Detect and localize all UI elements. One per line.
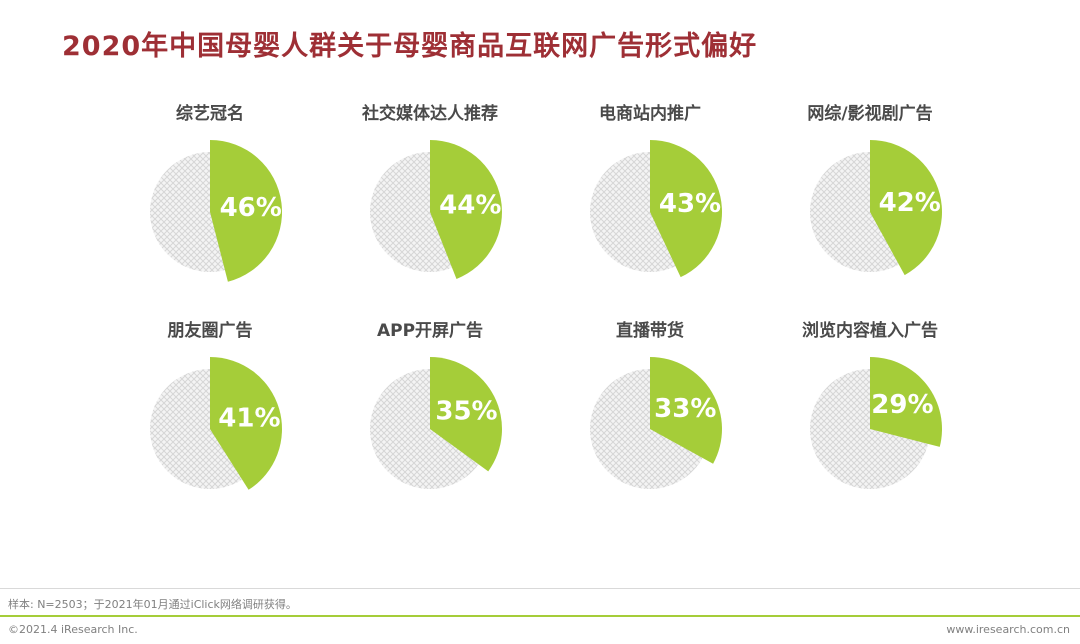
pie-slice [210,140,283,282]
pie-slice [430,357,503,472]
pie-cell-livestream-commerce: 直播带货 33% [540,316,760,515]
pie-chart: 46% [150,140,283,282]
pie-value-label: 42% [879,188,941,218]
pie-cell-web-drama-ads: 网综/影视剧广告 42% [760,99,980,298]
pie-label: 综艺冠名 [176,104,244,124]
pie-cell-moments-ads: 朋友圈广告 41% [100,316,320,515]
pie-slice [210,357,282,490]
pie-value-label: 44% [439,190,501,220]
pie-label: 直播带货 [616,321,684,341]
pie-value-label: 46% [220,193,282,223]
green-divider [0,615,1080,617]
chart-title: 2020年中国母婴人群关于母婴商品互联网广告形式偏好 [62,31,758,62]
pie-label: 浏览内容植入广告 [802,321,938,341]
pie-slice [650,140,723,278]
pie-slice [650,357,722,464]
pie-cell-app-splash-ads: APP开屏广告 35% [320,316,540,515]
sample-note: 样本: N=2503；于2021年01月通过iClick网络调研获得。 [8,598,297,611]
website-text: www.iresearch.com.cn [946,623,1070,636]
pie-value-label: 35% [435,396,497,426]
copyright-text: ©2021.4 iResearch Inc. [8,623,138,636]
footer-divider: 样本: N=2503；于2021年01月通过iClick网络调研获得。 [0,588,1080,615]
pie-label: 电商站内推广 [599,104,701,124]
pie-value-label: 29% [871,390,933,420]
pie-slice [870,140,942,276]
pie-value-label: 41% [218,404,280,434]
pie-label: APP开屏广告 [376,321,484,341]
pie-slice [870,357,943,447]
pie-cell-social-media-kol: 社交媒体达人推荐 44% [320,99,540,298]
pie-label: 网综/影视剧广告 [807,104,933,124]
footer: 样本: N=2503；于2021年01月通过iClick网络调研获得。 ©202… [0,588,1080,644]
pie-chart: 41% [150,357,282,490]
pie-label: 朋友圈广告 [167,321,253,341]
pie-cell-variety-show: 综艺冠名 46% [100,99,320,298]
pie-chart: 35% [370,357,503,489]
pie-slice [430,140,502,279]
pie-value-label: 33% [654,394,716,424]
pie-chart: 44% [370,140,502,279]
pie-chart: 43% [590,140,723,278]
pie-chart: 42% [810,140,942,276]
pie-chart: 29% [810,357,943,489]
pies-grid: 综艺冠名 46% 社交媒体达人推荐 44% 电商站内推广 43% 网综/影视剧广… [0,99,1080,515]
pie-value-label: 43% [659,189,721,219]
pie-chart: 33% [590,357,722,489]
pie-label: 社交媒体达人推荐 [362,104,498,124]
pie-cell-ecommerce-onsite: 电商站内推广 43% [540,99,760,298]
pie-cell-content-embedded-ads: 浏览内容植入广告 29% [760,316,980,515]
copyright-row: ©2021.4 iResearch Inc. www.iresearch.com… [0,617,1080,644]
